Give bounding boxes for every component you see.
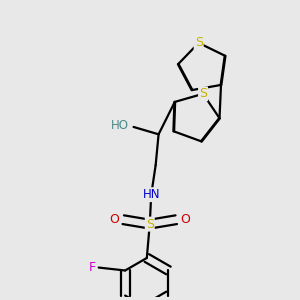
Text: HO: HO	[111, 119, 129, 132]
Text: HN: HN	[142, 188, 160, 201]
Text: S: S	[146, 218, 154, 231]
Text: S: S	[199, 87, 207, 100]
Text: O: O	[180, 213, 190, 226]
Text: O: O	[110, 213, 119, 226]
Text: S: S	[195, 36, 203, 50]
Text: F: F	[89, 261, 96, 274]
